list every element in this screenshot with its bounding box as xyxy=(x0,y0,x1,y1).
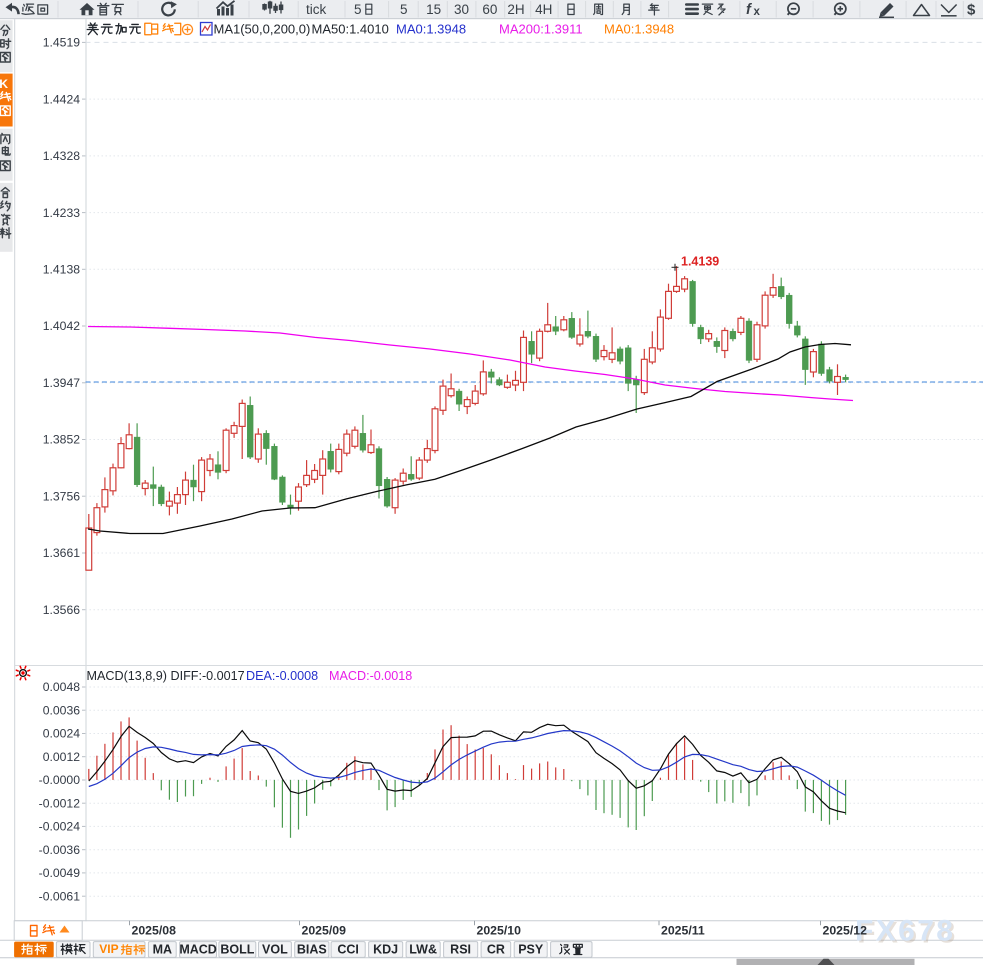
svg-text:tick: tick xyxy=(306,2,327,17)
svg-text:f: f xyxy=(746,2,753,18)
svg-text:15: 15 xyxy=(426,2,441,17)
svg-text:RSI: RSI xyxy=(450,943,471,957)
svg-text:1.3947: 1.3947 xyxy=(43,376,80,390)
svg-text:CCI: CCI xyxy=(337,943,359,957)
svg-text:2H: 2H xyxy=(507,2,524,17)
svg-text:MA1(50,0,200,0): MA1(50,0,200,0) xyxy=(214,22,311,37)
svg-text:5: 5 xyxy=(400,2,408,17)
svg-text:1.3566: 1.3566 xyxy=(43,603,80,617)
svg-text:CR: CR xyxy=(487,943,505,957)
svg-text:MACD:-0.0018: MACD:-0.0018 xyxy=(329,669,412,683)
svg-text:BOLL: BOLL xyxy=(220,943,254,957)
svg-text:-0.0024: -0.0024 xyxy=(39,820,81,834)
svg-text:MA200:1.3911: MA200:1.3911 xyxy=(499,22,583,37)
svg-text:BIAS: BIAS xyxy=(297,943,327,957)
svg-text:DEA:-0.0008: DEA:-0.0008 xyxy=(246,669,318,683)
svg-text:MA50:1.4010: MA50:1.4010 xyxy=(312,22,389,37)
svg-text:1.4424: 1.4424 xyxy=(43,92,80,106)
svg-text:2025/08: 2025/08 xyxy=(132,924,177,938)
svg-text:1.4138: 1.4138 xyxy=(43,263,80,277)
svg-text:0.0024: 0.0024 xyxy=(43,727,80,741)
svg-text:MA: MA xyxy=(153,943,172,957)
svg-text:MA0:1.3948: MA0:1.3948 xyxy=(604,22,674,37)
svg-text:1.3756: 1.3756 xyxy=(43,489,80,503)
svg-text:1.4042: 1.4042 xyxy=(43,319,80,333)
svg-text:VIP: VIP xyxy=(99,942,118,956)
svg-text:2025/09: 2025/09 xyxy=(302,924,347,938)
svg-text:KDJ: KDJ xyxy=(373,943,398,957)
svg-text:$: $ xyxy=(967,2,976,19)
svg-text:-0.0061: -0.0061 xyxy=(39,889,81,903)
svg-text:1.4233: 1.4233 xyxy=(43,206,80,220)
svg-text:2025/10: 2025/10 xyxy=(477,924,522,938)
svg-text:0.0012: 0.0012 xyxy=(43,750,80,764)
svg-text:MACD: MACD xyxy=(179,943,217,957)
svg-text:30: 30 xyxy=(454,2,469,17)
svg-text:-0.0036: -0.0036 xyxy=(39,843,81,857)
svg-text:1.3661: 1.3661 xyxy=(43,546,80,560)
svg-text:0.0048: 0.0048 xyxy=(43,680,80,694)
svg-text:-0.0049: -0.0049 xyxy=(39,866,81,880)
svg-text:60: 60 xyxy=(482,2,497,17)
svg-text:VOL: VOL xyxy=(262,943,288,957)
svg-text:4H: 4H xyxy=(535,2,552,17)
svg-text:FX678: FX678 xyxy=(857,917,957,950)
svg-text:PSY: PSY xyxy=(518,943,544,957)
svg-text:1.4519: 1.4519 xyxy=(43,36,80,50)
svg-text:2025/11: 2025/11 xyxy=(661,924,705,938)
svg-text:0.0036: 0.0036 xyxy=(43,703,80,717)
svg-text:5: 5 xyxy=(354,2,362,17)
svg-text:2025/12: 2025/12 xyxy=(823,924,868,938)
svg-text:FX678: FX678 xyxy=(855,915,955,948)
svg-text:1.4139: 1.4139 xyxy=(681,255,719,269)
svg-text:MA0:1.3948: MA0:1.3948 xyxy=(396,22,466,37)
svg-text:1.4328: 1.4328 xyxy=(43,149,80,163)
svg-text:1.3852: 1.3852 xyxy=(43,433,80,447)
svg-text:MACD(13,8,9) DIFF:-0.0017: MACD(13,8,9) DIFF:-0.0017 xyxy=(87,669,245,683)
svg-text:LW&: LW& xyxy=(409,943,437,957)
svg-text:-0.0012: -0.0012 xyxy=(39,796,81,810)
svg-text:K: K xyxy=(0,77,8,91)
svg-text:-0.0000: -0.0000 xyxy=(39,773,81,787)
svg-text:x: x xyxy=(754,6,761,18)
